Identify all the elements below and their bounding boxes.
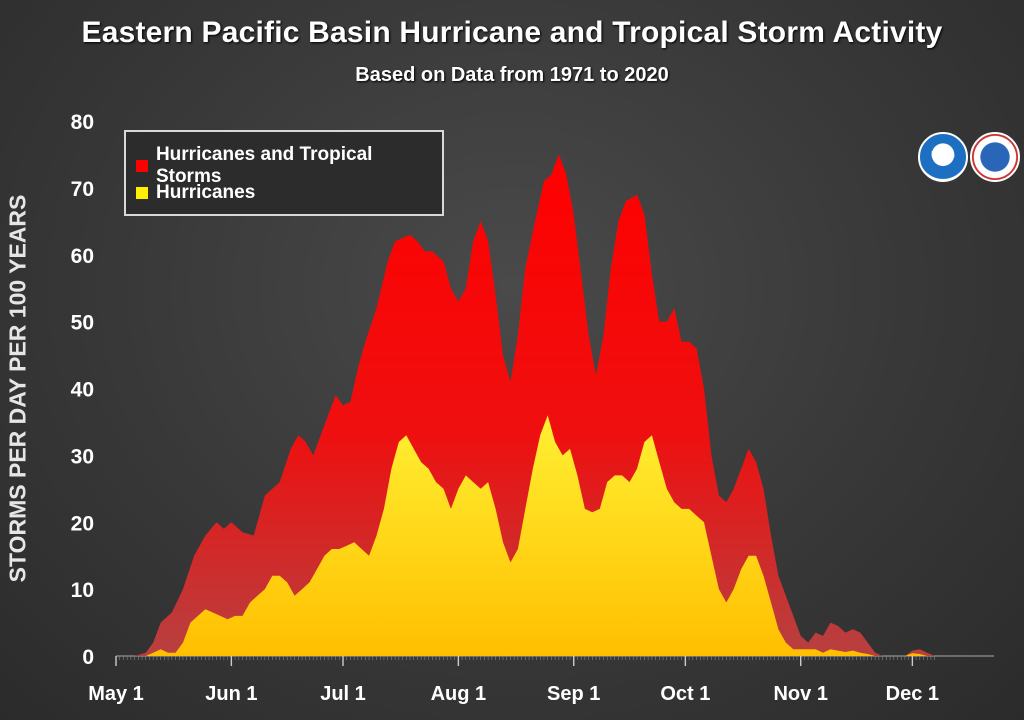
y-tick-label: 50: [71, 312, 94, 335]
x-tick-label: Nov 1: [773, 683, 827, 705]
y-tick-label: 70: [71, 178, 94, 201]
y-tick-label: 0: [82, 646, 94, 669]
noaa-logo-text: NOAA: [931, 150, 955, 159]
areas-group: [116, 154, 1024, 656]
legend-item-storms: Hurricanes and Tropical Storms: [136, 144, 442, 188]
axes-group: 0 10 20 30 40 50 60 70 80 May 1 Jun 1 Jul 1 Aug 1 Sep…: [71, 111, 994, 705]
x-tick-label: Oct 1: [660, 683, 710, 705]
x-tick-label: Sep 1: [547, 683, 600, 705]
y-tick-label: 30: [71, 445, 94, 468]
series-area-storms: [116, 154, 1024, 656]
x-tick-label: May 1: [88, 683, 144, 705]
x-tick-label: Jul 1: [320, 683, 366, 705]
x-tick-label: Jun 1: [205, 683, 257, 705]
y-tick-label: 60: [71, 245, 94, 268]
legend-label-storms: Hurricanes and Tropical Storms: [155, 144, 373, 187]
legend: Hurricanes and Tropical Storms Hurricane…: [124, 130, 444, 216]
legend-item-hurricanes: Hurricanes: [136, 182, 255, 204]
y-tick-label: 80: [71, 111, 94, 134]
legend-swatch-hurricanes: [136, 187, 148, 199]
nws-logo-icon: [970, 132, 1020, 182]
series-area-hurricanes: [116, 415, 1024, 656]
chart-title: Eastern Pacific Basin Hurricane and Trop…: [81, 16, 943, 49]
x-tick-label: Dec 1: [886, 683, 939, 705]
chart-subtitle: Based on Data from 1971 to 2020: [355, 64, 669, 86]
y-tick-label: 20: [71, 512, 94, 535]
y-tick-label: 10: [71, 579, 94, 602]
legend-label-hurricanes: Hurricanes: [156, 182, 256, 203]
noaa-logo-icon: NOAA: [918, 132, 968, 182]
x-tick-label: Aug 1: [431, 683, 487, 705]
y-tick-label: 40: [71, 379, 94, 402]
legend-swatch-storms: [136, 160, 148, 172]
